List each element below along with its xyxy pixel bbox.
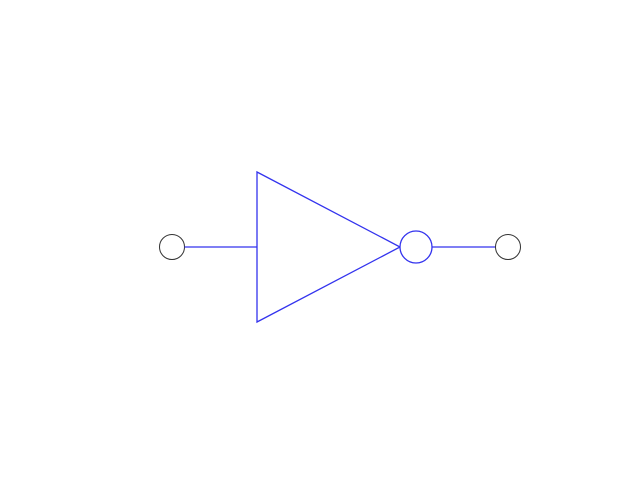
input-terminal[interactable] [159,234,185,260]
output-terminal[interactable] [495,234,521,260]
inversion-bubble [399,230,433,264]
inverter-triangle [256,170,402,324]
